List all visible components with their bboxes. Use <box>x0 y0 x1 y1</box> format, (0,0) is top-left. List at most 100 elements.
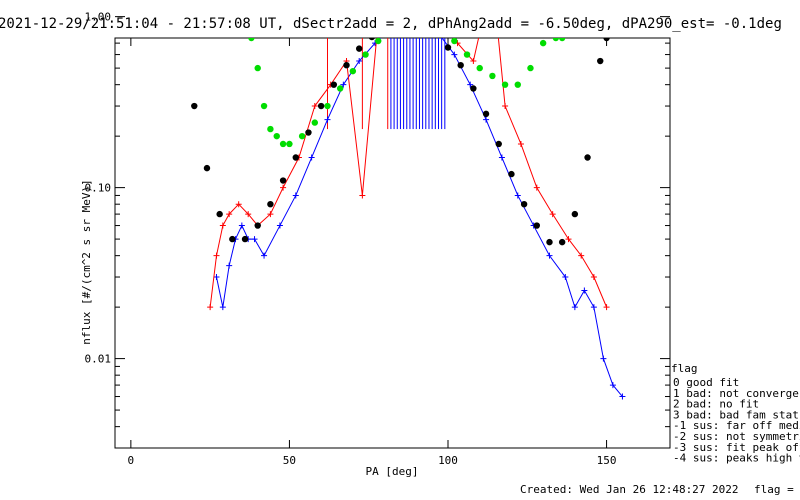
fit-point <box>267 200 274 208</box>
fit-point <box>229 235 236 243</box>
data-point <box>514 192 521 199</box>
data-point <box>308 154 315 161</box>
data-point <box>609 382 616 389</box>
data-point <box>324 116 331 123</box>
data-point <box>226 211 233 218</box>
fit-point <box>324 102 331 110</box>
fit-point <box>254 64 261 72</box>
legend-entry: 0 good fit <box>673 376 739 389</box>
fit-point <box>482 110 490 118</box>
legend: flag 0 good fit 1 bad: not converge 2 ba… <box>671 362 800 465</box>
fit-point <box>216 210 223 218</box>
fit-point <box>349 67 357 75</box>
fit-point <box>597 57 604 65</box>
legend-entry: 3 bad: bad fam stat <box>673 408 799 421</box>
x-tick-label: 0 <box>128 454 135 467</box>
data-point <box>517 140 524 147</box>
data-point <box>219 304 226 311</box>
data-point <box>267 211 274 218</box>
data-point <box>245 211 252 218</box>
fit-point <box>558 38 566 42</box>
fit-point <box>514 81 521 88</box>
data-point <box>219 222 226 229</box>
fit-point <box>336 85 344 92</box>
data-point <box>207 304 214 311</box>
fit-point <box>279 177 287 184</box>
fit-point <box>279 140 287 148</box>
data-point <box>213 252 220 259</box>
data-point <box>533 184 540 191</box>
data-point <box>238 222 245 229</box>
x-tick-label: 50 <box>283 454 296 467</box>
fit-point <box>508 170 515 178</box>
data-point <box>502 103 509 110</box>
data-point <box>467 81 474 88</box>
fit-point <box>520 200 528 208</box>
fit-point <box>191 102 198 110</box>
data-point <box>251 236 258 243</box>
data-point <box>276 222 283 229</box>
data-point <box>359 192 366 199</box>
fit-point <box>457 61 464 69</box>
plot-body <box>191 38 626 400</box>
fit-point <box>356 45 363 52</box>
data-point <box>226 262 233 269</box>
chart-title: 2021-12-29/21:51:04 - 21:57:08 UT, dSect… <box>0 16 782 32</box>
legend-entry: -4 sus: peaks high v <box>673 452 800 465</box>
plot-area: 0 50 100 150 0.01 0.10 1.00 <box>85 11 671 467</box>
fit-point <box>533 222 540 229</box>
fit-point <box>552 38 560 42</box>
legend-entry: -2 sus: not symmetric <box>673 430 800 443</box>
fit-point <box>495 140 502 148</box>
data-point <box>470 58 477 65</box>
fit-point <box>444 44 452 51</box>
footer-flag: flag = C <box>754 483 800 496</box>
data-point <box>261 252 268 259</box>
fit-point <box>433 38 437 39</box>
fit-point <box>501 81 509 88</box>
fit-point <box>470 85 477 92</box>
fit-point <box>298 132 306 140</box>
series-line <box>209 38 608 308</box>
data-point <box>619 393 626 400</box>
data-point <box>235 201 242 208</box>
legend-entry: 1 bad: not converge <box>673 387 799 400</box>
data-point <box>356 58 363 65</box>
fit-point <box>527 64 534 72</box>
fit-point <box>203 164 211 172</box>
data-point <box>451 51 458 58</box>
data-point <box>549 211 556 218</box>
legend-entry: 2 bad: no fit <box>673 398 759 411</box>
fit-point <box>603 38 610 42</box>
fit-point <box>241 235 249 243</box>
data-point <box>292 192 299 199</box>
legend-entry: -1 sus: far off medic <box>673 419 800 432</box>
x-tick-label: 100 <box>438 454 458 467</box>
data-point <box>590 304 597 311</box>
y-tick-label: 0.01 <box>85 353 112 366</box>
fit-point <box>254 222 261 229</box>
plot-frame <box>114 37 671 449</box>
data-point <box>546 252 553 259</box>
fit-point <box>273 132 280 140</box>
fit-point <box>476 64 483 72</box>
data-point <box>565 236 572 243</box>
fit-point <box>558 238 566 246</box>
fit-point <box>330 81 338 88</box>
y-tick-label: 1.00 <box>85 11 112 24</box>
fit-point <box>362 51 369 58</box>
fit-point <box>267 125 274 133</box>
fit-point <box>311 119 318 126</box>
fit-point <box>584 154 591 161</box>
fit-point <box>317 102 325 110</box>
y-tick-label: 0.10 <box>85 182 112 195</box>
fit-point <box>539 39 547 47</box>
legend-entry: -3 sus: fit peak off <box>673 441 800 454</box>
fit-point <box>343 61 350 69</box>
data-point <box>280 184 287 191</box>
data-point <box>590 274 597 281</box>
x-axis-label: PA [deg] <box>366 465 419 478</box>
data-point <box>483 116 490 123</box>
fit-point <box>260 102 268 110</box>
